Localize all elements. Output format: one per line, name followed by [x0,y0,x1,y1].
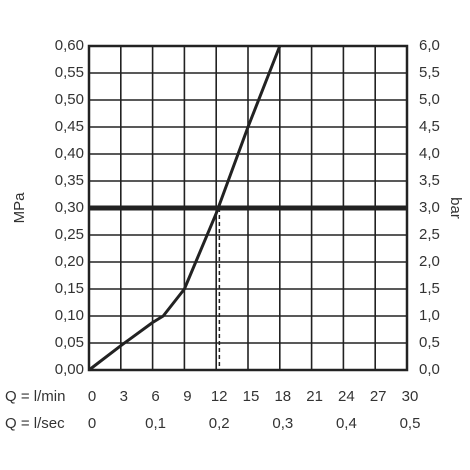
x-tick-label: 9 [183,388,191,405]
x-tick-label: 30 [402,388,419,405]
x-tick-label: 21 [306,388,323,405]
y2-tick-label: 3,0 [419,199,440,216]
x2-tick-label: 0,2 [209,415,230,432]
x-tick-label: 27 [370,388,387,405]
y-tick-label: 0,00 [55,361,84,378]
y-tick-label: 0,25 [55,226,84,243]
y-axis-label: MPa [11,192,28,224]
x-tick-label: 18 [274,388,291,405]
x-tick-label: 6 [151,388,159,405]
y-tick-label: 0,10 [55,307,84,324]
y2-tick-label: 5,0 [419,91,440,108]
x-tick-label: 24 [338,388,355,405]
x2-tick-label: 0,5 [400,415,421,432]
x-axis-label: Q = l/min [5,388,65,405]
x2-tick-label: 0,3 [272,415,293,432]
x-tick-label: 15 [243,388,260,405]
y2-tick-label: 0,0 [419,361,440,378]
y2-tick-label: 0,5 [419,334,440,351]
y2-tick-label: 6,0 [419,37,440,54]
data-line [88,45,282,372]
y-tick-label: 0,20 [55,253,84,270]
y2-axis-label: bar [447,197,464,219]
y2-tick-label: 1,0 [419,307,440,324]
x2-tick-label: 0,1 [145,415,166,432]
x2-tick-label: 0 [88,415,96,432]
x-tick-label: 12 [211,388,228,405]
y-tick-label: 0,40 [55,145,84,162]
y-tick-label: 0,35 [55,172,84,189]
x-tick-label: 0 [88,388,96,405]
y2-tick-label: 2,5 [419,226,440,243]
y2-tick-label: 3,5 [419,172,440,189]
x-tick-label: 3 [120,388,128,405]
x2-axis-label: Q = l/sec [5,415,65,432]
y-tick-label: 0,45 [55,118,84,135]
y-tick-label: 0,55 [55,64,84,81]
y2-tick-label: 4,0 [419,145,440,162]
y-tick-label: 0,30 [55,199,84,216]
y2-tick-label: 1,5 [419,280,440,297]
y2-tick-label: 2,0 [419,253,440,270]
y-tick-label: 0,05 [55,334,84,351]
x2-tick-label: 0,4 [336,415,357,432]
y2-tick-label: 5,5 [419,64,440,81]
y-tick-label: 0,60 [55,37,84,54]
y-tick-label: 0,15 [55,280,84,297]
y2-tick-label: 4,5 [419,118,440,135]
y-tick-label: 0,50 [55,91,84,108]
